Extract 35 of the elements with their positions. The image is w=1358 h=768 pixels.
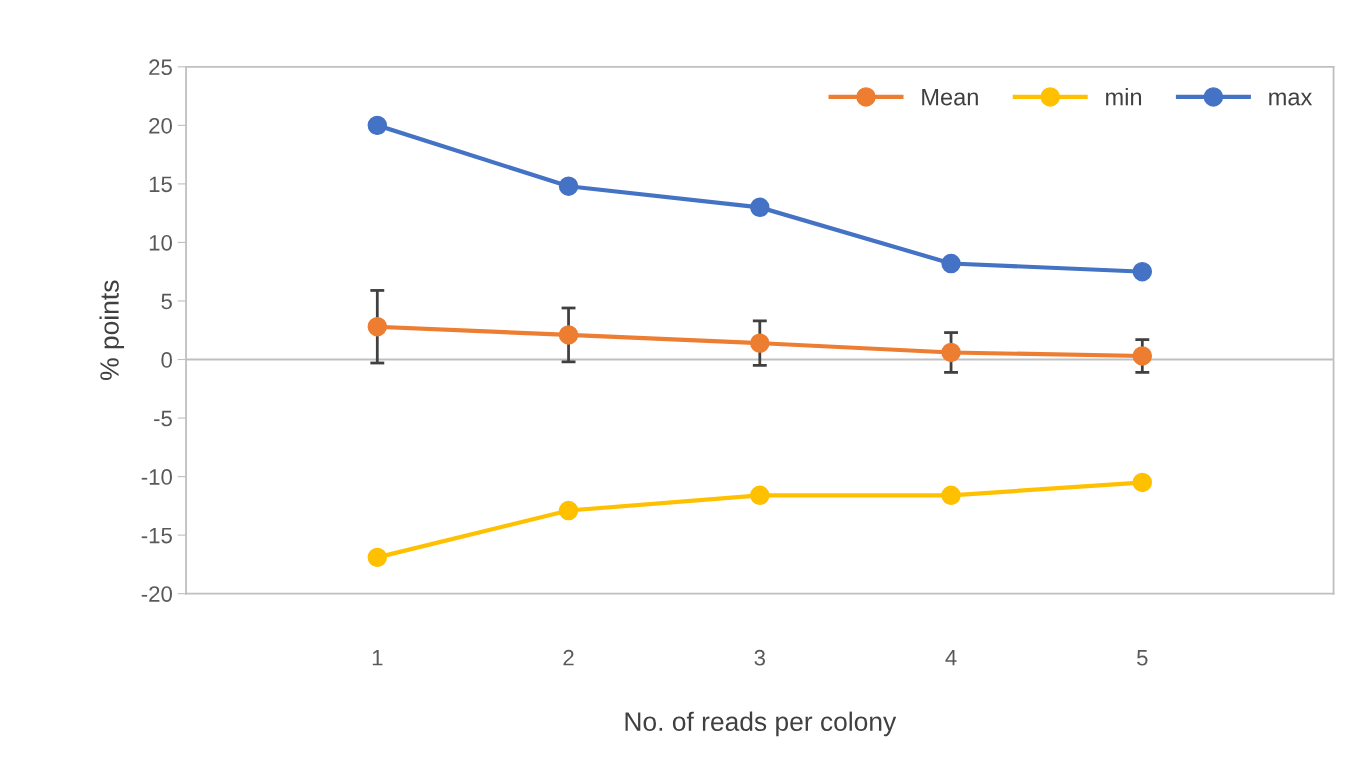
point xyxy=(1132,472,1153,493)
x-tick-label: 3 xyxy=(754,649,765,666)
point xyxy=(941,253,961,274)
x-tick-label: 5 xyxy=(1137,650,1148,666)
x-axis-title: No. of reads per colony xyxy=(625,711,897,737)
y-tick-label: 15 xyxy=(149,176,172,193)
point xyxy=(367,317,388,337)
point xyxy=(558,325,579,345)
x-tick-label: 1 xyxy=(372,650,383,666)
y-tick-label: -10 xyxy=(141,469,172,485)
y-tick-label: -20 xyxy=(141,586,172,602)
x-tick-label: 2 xyxy=(563,649,574,666)
y-tick-label: -5 xyxy=(154,410,172,427)
legend-label: Mean xyxy=(922,88,978,106)
point xyxy=(1132,261,1153,282)
y-tick-label: 5 xyxy=(161,293,172,310)
point xyxy=(941,485,961,506)
point xyxy=(941,342,961,363)
x-tick-label: 4 xyxy=(945,650,957,666)
point xyxy=(750,333,770,353)
point xyxy=(558,500,579,521)
legend-label: min xyxy=(1106,88,1142,106)
point xyxy=(367,115,388,136)
point xyxy=(750,485,770,506)
y-tick-label: -15 xyxy=(141,527,172,544)
point xyxy=(750,197,770,218)
y-tick-label: 0 xyxy=(161,352,172,368)
point xyxy=(367,547,388,568)
y-tick-label: 20 xyxy=(149,117,172,134)
legend-label: max xyxy=(1269,92,1313,106)
y-tick-label: 10 xyxy=(149,234,172,251)
point xyxy=(1132,346,1153,366)
point xyxy=(558,176,579,196)
y-axis-title: % points xyxy=(99,280,125,380)
y-tick-label: 25 xyxy=(149,59,172,76)
